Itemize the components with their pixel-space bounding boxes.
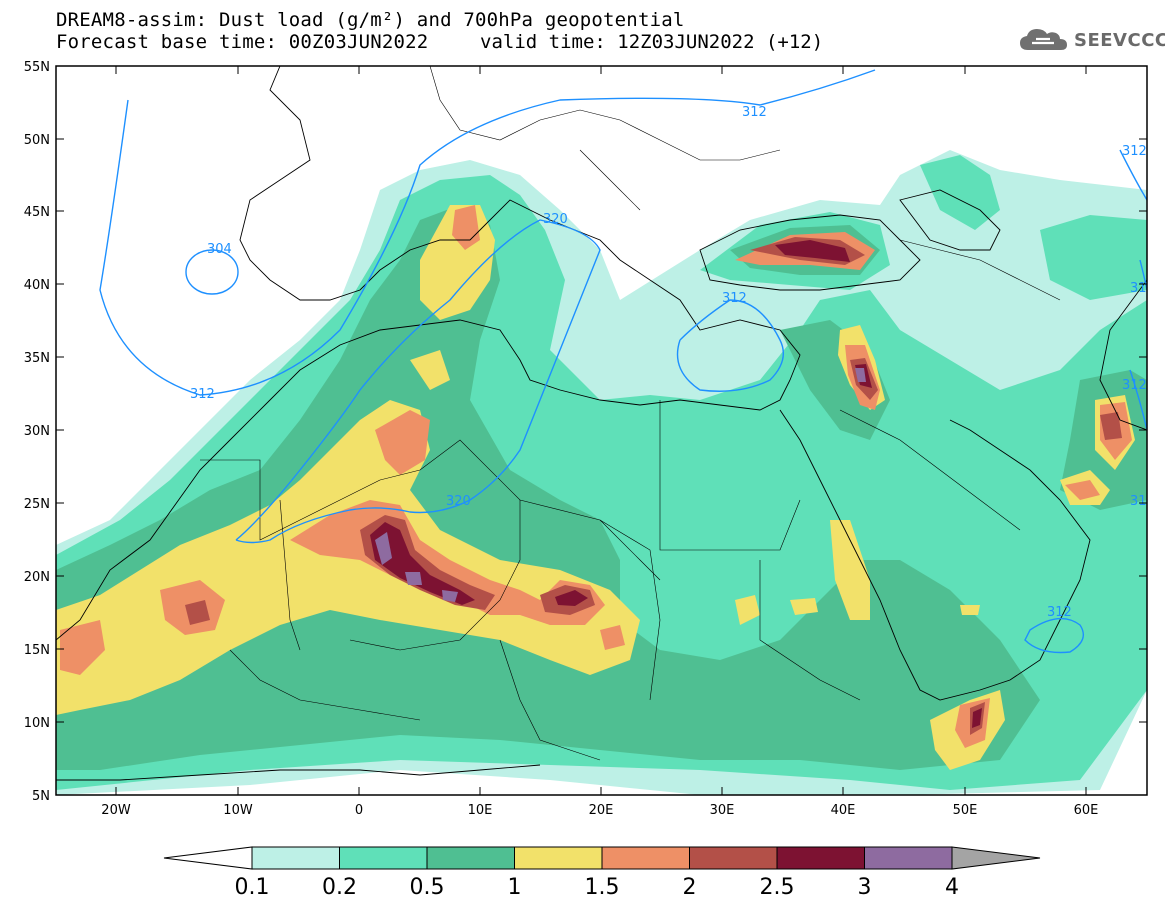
colorbar-label: 1 — [508, 875, 522, 900]
seevccc-logo: SEEVCCC — [1018, 26, 1165, 54]
contour-label: 312 — [190, 387, 215, 402]
lat-axis: 55N 50N 45N 40N 35N 30N 25N 20N 15N 10N … — [24, 60, 1147, 804]
lat-label: 10N — [24, 716, 50, 731]
colorbar-label: 0.2 — [322, 875, 357, 900]
colorbar-swatch — [864, 846, 953, 870]
colorbar: 0.1 0.2 0.5 1 1.5 2 2.5 3 4 — [163, 846, 1041, 900]
colorbar-label: 4 — [945, 875, 959, 900]
contour-label: 312 — [742, 105, 767, 120]
colorbar-swatch — [776, 846, 865, 870]
colorbar-swatch — [689, 846, 778, 870]
lat-label: 5N — [32, 789, 50, 804]
logo-text: SEEVCCC — [1074, 29, 1165, 51]
lat-label: 25N — [24, 497, 50, 512]
colorbar-swatch — [426, 846, 515, 870]
lat-label: 15N — [24, 643, 50, 658]
lon-label: 0 — [355, 803, 363, 818]
geopotential-contours — [99, 69, 1147, 654]
lon-label: 30E — [710, 803, 735, 818]
colorbar-label: 0.5 — [410, 875, 445, 900]
contour-label: 304 — [207, 242, 232, 257]
coastlines — [56, 66, 1147, 781]
lat-label: 45N — [24, 205, 50, 220]
contour-label: 312 — [1130, 494, 1155, 509]
contour-label: 312 — [722, 291, 747, 306]
lon-label: 50E — [953, 803, 978, 818]
lon-label: 20W — [101, 803, 131, 818]
colorbar-swatch — [601, 846, 690, 870]
cloud-icon — [1020, 29, 1067, 50]
colorbar-label: 0.1 — [235, 875, 270, 900]
forecast-base-time: Forecast base time: 00Z03JUN2022 — [56, 31, 429, 53]
lat-label: 20N — [24, 570, 50, 585]
lon-label: 40E — [831, 803, 856, 818]
colorbar-label: 3 — [858, 875, 872, 900]
map-title: DREAM8-assim: Dust load (g/m²) and 700hP… — [56, 9, 685, 31]
colorbar-label: 1.5 — [585, 875, 620, 900]
colorbar-label: 2 — [683, 875, 697, 900]
lat-label: 30N — [24, 424, 50, 439]
colorbar-overflow — [951, 846, 1041, 870]
dust-field: 304 312 312 312 312 312 320 320 312 312 … — [56, 66, 1155, 795]
colorbar-label: 2.5 — [760, 875, 795, 900]
dust-level-3 — [375, 368, 866, 602]
lat-label: 50N — [24, 133, 50, 148]
country-borders — [200, 66, 1061, 761]
colorbar-underflow — [163, 846, 253, 870]
colorbar-swatch — [514, 846, 603, 870]
colorbar-swatch — [339, 846, 428, 870]
colorbar-swatch — [251, 846, 340, 870]
lon-label: 20E — [589, 803, 614, 818]
contour-label: 312 — [1122, 378, 1147, 393]
lat-label: 40N — [24, 278, 50, 293]
contour-label: 320 — [446, 494, 471, 509]
lon-label: 10E — [468, 803, 493, 818]
contour-label: 312 — [1122, 144, 1147, 159]
lat-label: 35N — [24, 351, 50, 366]
lon-label: 60E — [1074, 803, 1099, 818]
lon-axis: 20W 10W 0 10E 20E 30E 40E 50E 60E — [101, 66, 1098, 818]
lon-label: 10W — [223, 803, 253, 818]
valid-time: valid time: 12Z03JUN2022 (+12) — [480, 31, 824, 53]
contour-label: 320 — [543, 212, 568, 227]
lat-label: 55N — [24, 60, 50, 75]
contour-label: 312 — [1047, 605, 1072, 620]
contour-label: 312 — [1130, 281, 1155, 296]
contour-labels: 304 312 312 312 312 312 320 320 312 312 … — [190, 105, 1155, 620]
